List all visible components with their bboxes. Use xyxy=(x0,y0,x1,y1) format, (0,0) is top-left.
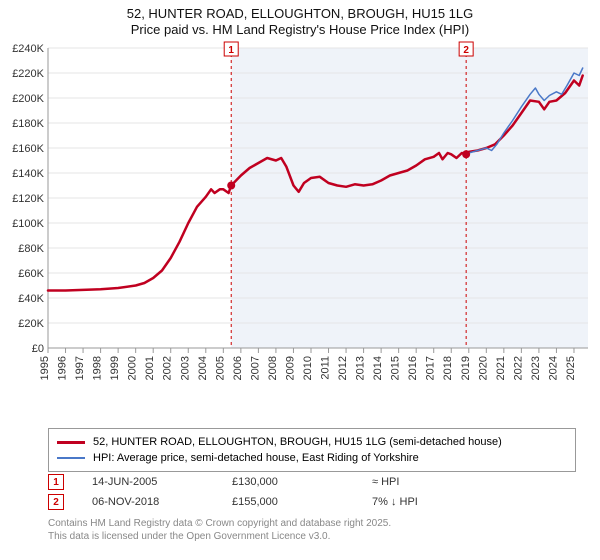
svg-text:£0: £0 xyxy=(32,343,44,355)
svg-text:2005: 2005 xyxy=(214,356,226,380)
svg-text:2007: 2007 xyxy=(249,356,261,380)
sales-table: 1 14-JUN-2005 £130,000 ≈ HPI 2 06-NOV-20… xyxy=(48,472,512,512)
chart-container: 52, HUNTER ROAD, ELLOUGHTON, BROUGH, HU1… xyxy=(0,0,600,560)
svg-text:2022: 2022 xyxy=(512,356,524,380)
svg-text:£20K: £20K xyxy=(18,318,44,330)
chart-area: £0 £20K £40K £60K £80K £100K £120K £140K £160K £1… xyxy=(0,40,600,420)
sale-delta: 7% ↓ HPI xyxy=(372,496,512,508)
svg-text:2: 2 xyxy=(463,45,469,56)
svg-text:£140K: £140K xyxy=(12,168,44,180)
footer: Contains HM Land Registry data © Crown c… xyxy=(48,518,391,543)
footer-line2: This data is licensed under the Open Gov… xyxy=(48,531,391,544)
svg-text:£240K: £240K xyxy=(12,43,44,55)
chart-svg: £0 £20K £40K £60K £80K £100K £120K £140K £160K £1… xyxy=(0,40,600,420)
svg-text:2014: 2014 xyxy=(372,356,384,380)
svg-text:2025: 2025 xyxy=(565,356,577,380)
table-row: 2 06-NOV-2018 £155,000 7% ↓ HPI xyxy=(48,492,512,512)
sale-delta: ≈ HPI xyxy=(372,476,512,488)
legend-item-hpi: HPI: Average price, semi-detached house,… xyxy=(57,450,567,466)
svg-text:1996: 1996 xyxy=(57,356,69,380)
svg-text:2013: 2013 xyxy=(355,356,367,380)
sale-marker-1: 1 xyxy=(48,474,64,490)
legend-item-property: 52, HUNTER ROAD, ELLOUGHTON, BROUGH, HU1… xyxy=(57,434,567,450)
footer-line1: Contains HM Land Registry data © Crown c… xyxy=(48,518,391,531)
svg-text:2006: 2006 xyxy=(232,356,244,380)
svg-text:2011: 2011 xyxy=(320,356,332,380)
svg-text:1: 1 xyxy=(228,45,234,56)
legend-swatch-property xyxy=(57,441,85,444)
legend-label-hpi: HPI: Average price, semi-detached house,… xyxy=(93,452,419,464)
svg-text:1997: 1997 xyxy=(74,356,86,380)
svg-text:2001: 2001 xyxy=(144,356,156,380)
svg-text:2024: 2024 xyxy=(547,356,559,380)
sale-date: 14-JUN-2005 xyxy=(92,476,232,488)
title-block: 52, HUNTER ROAD, ELLOUGHTON, BROUGH, HU1… xyxy=(0,0,600,39)
svg-text:2008: 2008 xyxy=(267,356,279,380)
svg-text:1998: 1998 xyxy=(92,356,104,380)
legend-label-property: 52, HUNTER ROAD, ELLOUGHTON, BROUGH, HU1… xyxy=(93,436,502,448)
legend-swatch-hpi xyxy=(57,457,85,459)
svg-text:2012: 2012 xyxy=(337,356,349,380)
svg-text:£160K: £160K xyxy=(12,143,44,155)
sale-date: 06-NOV-2018 xyxy=(92,496,232,508)
sale-price: £155,000 xyxy=(232,496,372,508)
sale-price: £130,000 xyxy=(232,476,372,488)
legend: 52, HUNTER ROAD, ELLOUGHTON, BROUGH, HU1… xyxy=(48,428,576,472)
svg-text:£40K: £40K xyxy=(18,293,44,305)
svg-text:2002: 2002 xyxy=(162,356,174,380)
svg-text:2010: 2010 xyxy=(302,356,314,380)
svg-text:£180K: £180K xyxy=(12,118,44,130)
title-subtitle: Price paid vs. HM Land Registry's House … xyxy=(0,22,600,38)
svg-text:£100K: £100K xyxy=(12,218,44,230)
table-row: 1 14-JUN-2005 £130,000 ≈ HPI xyxy=(48,472,512,492)
svg-text:1995: 1995 xyxy=(39,356,51,380)
svg-text:2019: 2019 xyxy=(460,356,472,380)
svg-text:2009: 2009 xyxy=(284,356,296,380)
svg-text:2000: 2000 xyxy=(127,356,139,380)
svg-text:2016: 2016 xyxy=(407,356,419,380)
sale-marker-2: 2 xyxy=(48,494,64,510)
svg-text:£120K: £120K xyxy=(12,193,44,205)
svg-text:£200K: £200K xyxy=(12,93,44,105)
svg-text:£60K: £60K xyxy=(18,268,44,280)
svg-text:2020: 2020 xyxy=(477,356,489,380)
svg-text:1999: 1999 xyxy=(109,356,121,380)
svg-text:2004: 2004 xyxy=(197,356,209,380)
svg-text:2018: 2018 xyxy=(442,356,454,380)
svg-text:2015: 2015 xyxy=(390,356,402,380)
svg-text:£80K: £80K xyxy=(18,243,44,255)
svg-text:2021: 2021 xyxy=(495,356,507,380)
title-address: 52, HUNTER ROAD, ELLOUGHTON, BROUGH, HU1… xyxy=(0,6,600,22)
svg-text:£220K: £220K xyxy=(12,68,44,80)
svg-text:2017: 2017 xyxy=(425,356,437,380)
svg-text:2023: 2023 xyxy=(530,356,542,380)
svg-text:2003: 2003 xyxy=(179,356,191,380)
